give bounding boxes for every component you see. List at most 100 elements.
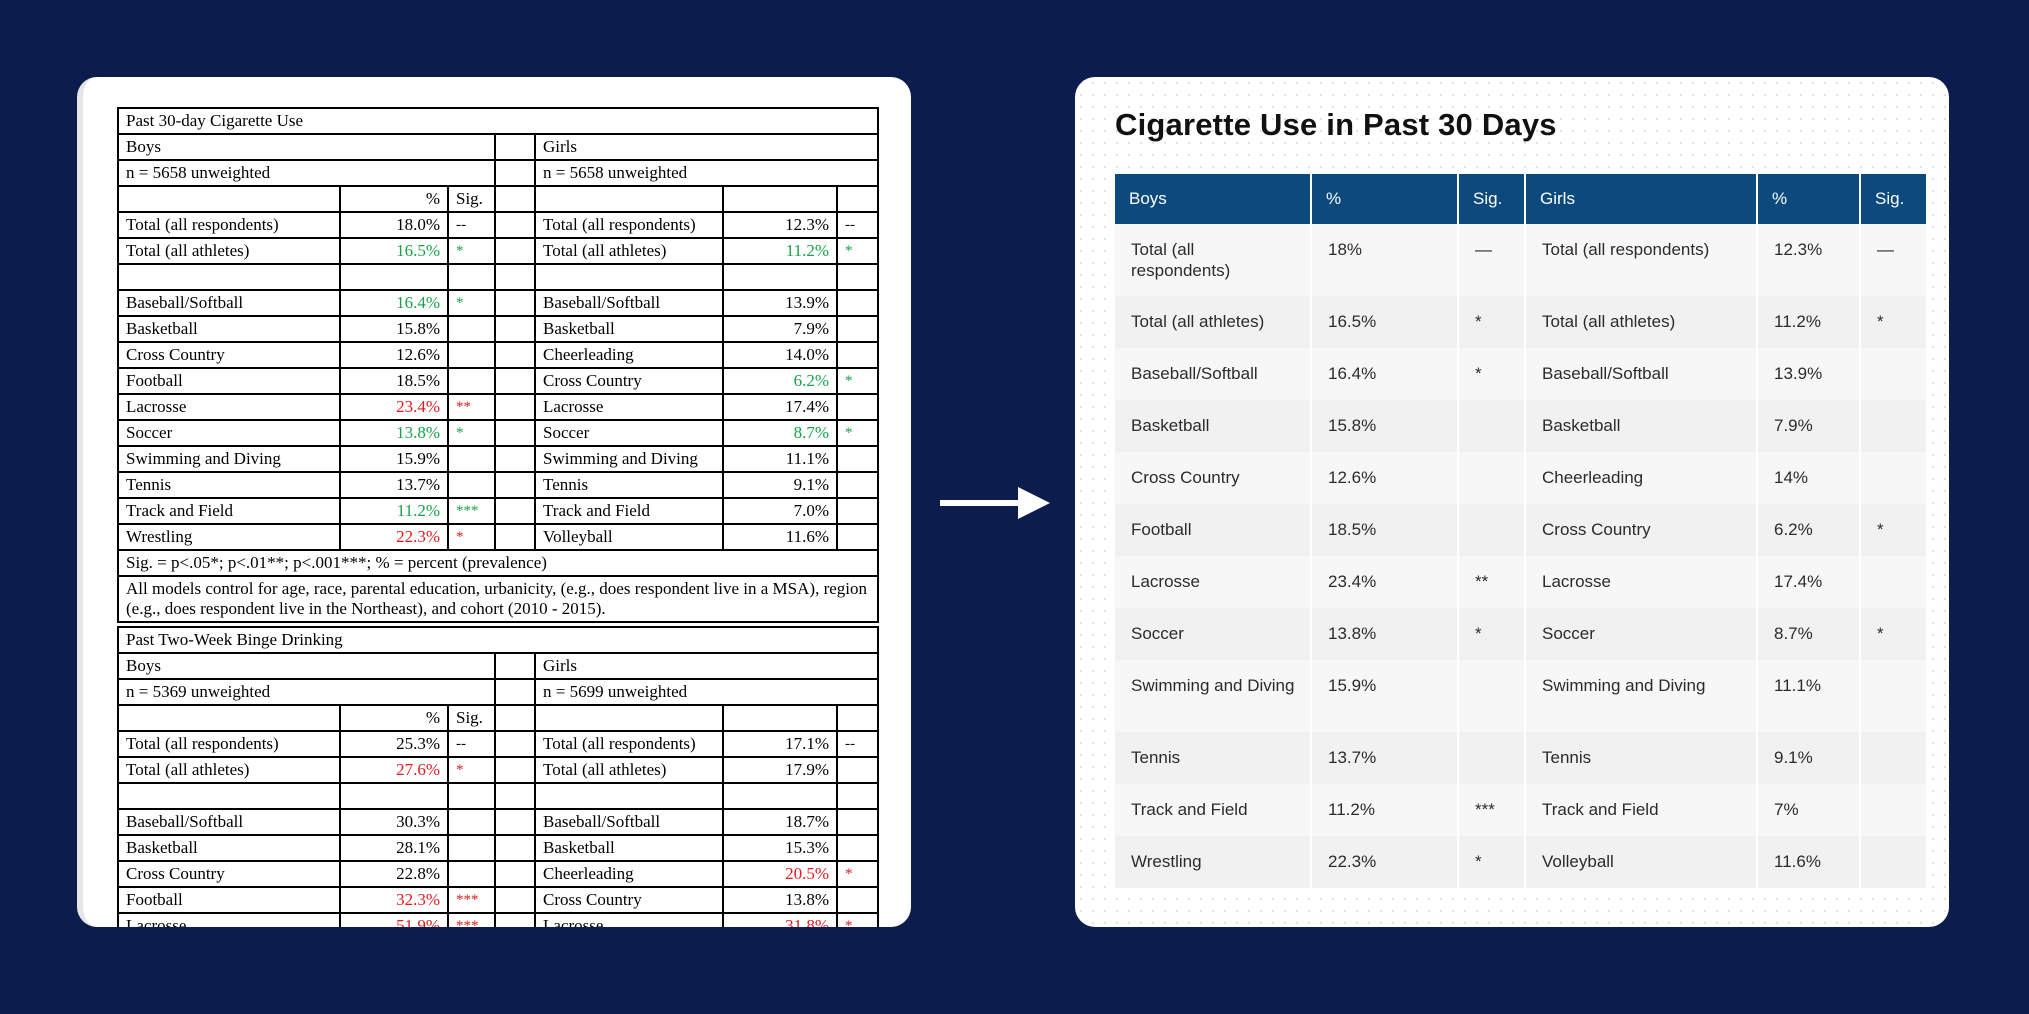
boys-sport: Soccer bbox=[1115, 608, 1312, 660]
model-note: All models control for age, race, parent… bbox=[117, 575, 879, 623]
table-row: Cross Country 12.6% Cheerleading 14.0% bbox=[117, 341, 879, 369]
boys-label: Boys bbox=[117, 133, 496, 161]
cigarette-use-table: Boys% Sig. Girls% Sig. Total (all responden… bbox=[1115, 174, 1926, 888]
girls-sport: Baseball/Softball bbox=[1526, 348, 1758, 400]
boys-sport: Lacrosse bbox=[117, 912, 341, 927]
table-row: Total (all athletes) 16.5% * Total (all ath… bbox=[117, 237, 879, 265]
girls-sport: Basketball bbox=[534, 834, 724, 862]
boys-percent: 18.0% bbox=[339, 211, 449, 239]
girls-sport: Track and Field bbox=[534, 497, 724, 525]
boys-percent: 15.8% bbox=[339, 315, 449, 343]
girls-sport: Basketball bbox=[534, 315, 724, 343]
boys-sport: Soccer bbox=[117, 419, 341, 447]
empty-cell bbox=[339, 782, 449, 810]
table-row: Total (all athletes) 16.5% * Total (all ath… bbox=[1115, 296, 1926, 348]
boys-significance bbox=[1459, 504, 1526, 556]
recreated-table-card: Cigarette Use in Past 30 Days Boys% Sig. G… bbox=[1075, 77, 1949, 927]
empty-cell bbox=[836, 782, 879, 810]
spacer-cell bbox=[494, 652, 536, 680]
table-row: Cross Country 22.8% Cheerleading 20.5% * bbox=[117, 860, 879, 888]
boys-significance: * bbox=[447, 523, 496, 551]
significance-legend: Sig. = p<.05*; p<.01**; p<.001***; % = p… bbox=[117, 549, 879, 577]
boys-percent: 15.8% bbox=[1312, 400, 1459, 452]
boys-sport: Lacrosse bbox=[117, 393, 341, 421]
girls-percent: 11.1% bbox=[1758, 660, 1861, 732]
boys-sport: Total (all athletes) bbox=[117, 756, 341, 784]
table-row: Tennis 13.7% Tennis 9.1% bbox=[1115, 732, 1926, 784]
boys-significance bbox=[447, 860, 496, 888]
spacer-cell bbox=[494, 289, 536, 317]
boys-sport: Wrestling bbox=[1115, 836, 1312, 888]
empty-cell bbox=[722, 782, 838, 810]
table-row: Basketball 28.1% Basketball 15.3% bbox=[117, 834, 879, 862]
table-row: Total (all respondents) 18% — Total (all re… bbox=[1115, 224, 1926, 296]
empty-cell bbox=[447, 263, 496, 291]
table-row: Basketball 15.8% Basketball 7.9% bbox=[1115, 400, 1926, 452]
girls-sport: Soccer bbox=[1526, 608, 1758, 660]
girls-significance bbox=[1861, 452, 1926, 504]
table-row: Baseball/Softball 16.4% * Baseball/Softball… bbox=[117, 289, 879, 317]
column-header: Girls bbox=[1526, 174, 1758, 224]
boys-significance bbox=[1459, 660, 1526, 732]
boys-percent: 13.7% bbox=[339, 471, 449, 499]
girls-percent: 11.2% bbox=[1758, 296, 1861, 348]
empty-cell bbox=[447, 782, 496, 810]
boys-percent: 18.5% bbox=[1312, 504, 1459, 556]
girls-significance bbox=[836, 445, 879, 473]
table-row: Total (all respondents) 18.0% -- Total (all… bbox=[117, 211, 879, 239]
boys-sport: Track and Field bbox=[1115, 784, 1312, 836]
boys-sport: Basketball bbox=[1115, 400, 1312, 452]
girls-percent: 13.9% bbox=[722, 289, 838, 317]
boys-significance: -- bbox=[447, 730, 496, 758]
spacer-cell bbox=[494, 393, 536, 421]
spacer-cell bbox=[494, 730, 536, 758]
spacer-cell bbox=[494, 419, 536, 447]
girls-label: Girls bbox=[534, 652, 879, 680]
column-header: Boys bbox=[1115, 174, 1312, 224]
girls-percent: 7.0% bbox=[722, 497, 838, 525]
boys-percent: 16.4% bbox=[1312, 348, 1459, 400]
boys-sport: Cross Country bbox=[1115, 452, 1312, 504]
boys-significance: * bbox=[447, 237, 496, 265]
boys-percent: 16.5% bbox=[1312, 296, 1459, 348]
table-row: Baseball/Softball 16.4% * Baseball/Softball… bbox=[1115, 348, 1926, 400]
girls-sample-size: n = 5699 unweighted bbox=[534, 678, 879, 706]
girls-significance bbox=[1861, 556, 1926, 608]
boys-significance: *** bbox=[447, 497, 496, 525]
table-row: Track and Field 11.2% *** Track and Field 7.… bbox=[117, 497, 879, 525]
girls-percent: 17.9% bbox=[722, 756, 838, 784]
boys-significance: *** bbox=[447, 912, 496, 927]
girls-sport: Baseball/Softball bbox=[534, 808, 724, 836]
girls-sport: Total (all athletes) bbox=[1526, 296, 1758, 348]
boys-percent: 11.2% bbox=[1312, 784, 1459, 836]
girls-sport: Soccer bbox=[534, 419, 724, 447]
empty-cell bbox=[836, 185, 879, 213]
girls-sport: Total (all athletes) bbox=[534, 237, 724, 265]
boys-sport: Total (all respondents) bbox=[117, 730, 341, 758]
boys-significance bbox=[1459, 452, 1526, 504]
girls-sport: Track and Field bbox=[1526, 784, 1758, 836]
spacer-cell bbox=[494, 523, 536, 551]
boys-percent: 13.8% bbox=[1312, 608, 1459, 660]
boys-sport: Total (all respondents) bbox=[117, 211, 341, 239]
binge-source-table: Past Two-Week Binge Drinking Boys Girls n =… bbox=[117, 626, 879, 927]
boys-percent: 25.3% bbox=[339, 730, 449, 758]
table-row: Soccer 13.8% * Soccer 8.7% * bbox=[117, 419, 879, 447]
girls-significance bbox=[836, 886, 879, 914]
girls-sport: Lacrosse bbox=[1526, 556, 1758, 608]
percent-header: % bbox=[339, 704, 449, 732]
girls-percent: 7.9% bbox=[1758, 400, 1861, 452]
boys-significance: * bbox=[447, 419, 496, 447]
group-label-row: Boys Girls bbox=[117, 652, 879, 680]
table-title-row: Past 30-day Cigarette Use bbox=[117, 107, 879, 135]
boys-percent: 32.3% bbox=[339, 886, 449, 914]
boys-sample-size: n = 5658 unweighted bbox=[117, 159, 496, 187]
cigarette-source-table: Past 30-day Cigarette Use Boys Girls n = 56… bbox=[117, 107, 879, 623]
girls-sport: Total (all respondents) bbox=[1526, 224, 1758, 296]
table-header-row: Boys% Sig. Girls% Sig. bbox=[1115, 174, 1926, 224]
girls-sport: Tennis bbox=[1526, 732, 1758, 784]
boys-percent: 12.6% bbox=[1312, 452, 1459, 504]
girls-percent: 11.6% bbox=[722, 523, 838, 551]
boys-sport: Lacrosse bbox=[1115, 556, 1312, 608]
table-row: Cross Country 12.6% Cheerleading 14% bbox=[1115, 452, 1926, 504]
